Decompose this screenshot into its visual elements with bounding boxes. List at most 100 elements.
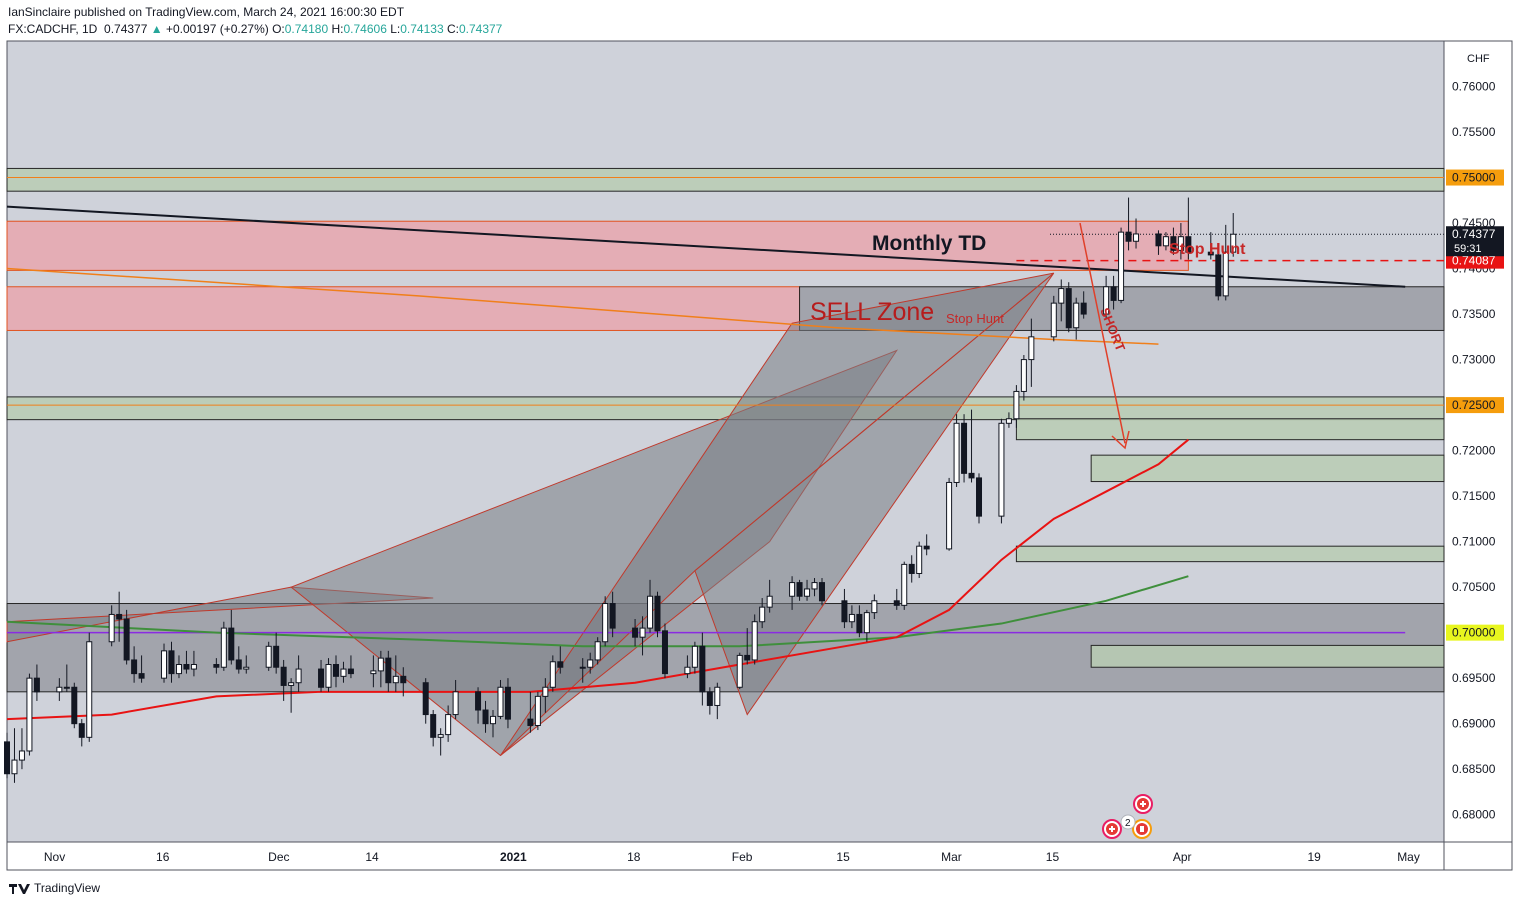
candle[interactable] xyxy=(347,655,354,679)
candle[interactable] xyxy=(691,641,698,674)
candle[interactable] xyxy=(430,710,437,747)
candle[interactable] xyxy=(161,643,168,683)
candle[interactable] xyxy=(220,621,227,671)
candle[interactable] xyxy=(789,576,796,610)
candle[interactable] xyxy=(490,710,497,738)
candle[interactable] xyxy=(587,652,594,674)
candle[interactable] xyxy=(654,591,661,638)
candle[interactable] xyxy=(318,659,325,692)
candle[interactable] xyxy=(183,650,190,674)
candle[interactable] xyxy=(736,652,743,690)
candle[interactable] xyxy=(647,579,654,633)
candle[interactable] xyxy=(998,418,1005,524)
candle[interactable] xyxy=(445,705,452,742)
candle[interactable] xyxy=(497,679,504,720)
candle[interactable] xyxy=(370,655,377,688)
candle[interactable] xyxy=(1222,224,1229,301)
candle[interactable] xyxy=(804,579,811,601)
candle[interactable] xyxy=(392,655,399,692)
candle[interactable] xyxy=(1073,297,1080,340)
candle[interactable] xyxy=(594,637,601,665)
candle[interactable] xyxy=(475,687,482,724)
candle[interactable] xyxy=(1103,275,1110,319)
candle[interactable] xyxy=(1110,275,1117,310)
candle[interactable] xyxy=(841,588,848,629)
candle[interactable] xyxy=(639,616,646,656)
candle[interactable] xyxy=(325,658,332,692)
candle[interactable] xyxy=(811,578,818,597)
candle[interactable] xyxy=(549,655,556,692)
candle[interactable] xyxy=(116,591,123,642)
candle[interactable] xyxy=(1005,412,1012,428)
candle[interactable] xyxy=(63,664,70,692)
candle[interactable] xyxy=(661,623,668,679)
candle[interactable] xyxy=(175,655,182,679)
candle[interactable] xyxy=(265,641,272,671)
candle[interactable] xyxy=(1133,218,1140,249)
candle[interactable] xyxy=(759,598,766,629)
candle[interactable] xyxy=(295,655,302,692)
candle[interactable] xyxy=(11,728,18,783)
candle[interactable] xyxy=(33,664,40,701)
candle[interactable] xyxy=(377,650,384,688)
candle[interactable] xyxy=(714,682,721,720)
candle[interactable] xyxy=(332,655,339,688)
candle[interactable] xyxy=(848,605,855,629)
candle[interactable] xyxy=(579,658,586,683)
candle[interactable] xyxy=(751,614,758,665)
candle[interactable] xyxy=(1080,291,1087,319)
candle[interactable] xyxy=(190,650,197,677)
candle[interactable] xyxy=(863,609,870,642)
candle[interactable] xyxy=(557,646,564,674)
candle[interactable] xyxy=(108,605,115,647)
candle[interactable] xyxy=(18,728,25,770)
candle[interactable] xyxy=(123,609,130,665)
candle[interactable] xyxy=(138,655,145,683)
candle[interactable] xyxy=(131,646,138,683)
candle[interactable] xyxy=(602,596,609,647)
candle[interactable] xyxy=(280,659,287,701)
candle[interactable] xyxy=(243,655,250,674)
candle[interactable] xyxy=(56,678,63,701)
candle[interactable] xyxy=(1050,295,1057,342)
candle[interactable] xyxy=(542,678,549,713)
candle[interactable] xyxy=(744,628,751,665)
candle[interactable] xyxy=(1177,223,1184,260)
candle[interactable] xyxy=(901,561,908,610)
candle[interactable] xyxy=(422,678,429,724)
event-swiss-icon[interactable] xyxy=(1133,794,1153,814)
candle[interactable] xyxy=(953,414,960,488)
candle[interactable] xyxy=(504,678,511,729)
candle[interactable] xyxy=(893,588,900,610)
candle[interactable] xyxy=(1162,232,1169,251)
candle[interactable] xyxy=(86,632,93,742)
candle[interactable] xyxy=(923,534,930,556)
candle[interactable] xyxy=(766,579,773,613)
candle[interactable] xyxy=(534,691,541,731)
candle[interactable] xyxy=(1065,282,1072,333)
event-canada-icon[interactable] xyxy=(1132,819,1152,839)
candle[interactable] xyxy=(916,541,923,579)
candle[interactable] xyxy=(684,655,691,679)
candle[interactable] xyxy=(699,632,706,706)
candle[interactable] xyxy=(871,594,878,619)
candle[interactable] xyxy=(706,687,713,715)
candle[interactable] xyxy=(26,673,33,756)
candle[interactable] xyxy=(228,609,235,665)
candle[interactable] xyxy=(1155,230,1162,255)
candle[interactable] xyxy=(437,728,444,756)
candle[interactable] xyxy=(1118,227,1125,304)
candle[interactable] xyxy=(1020,355,1027,401)
candle[interactable] xyxy=(976,473,983,524)
footer-brand[interactable]: TradingView xyxy=(8,881,100,895)
candle[interactable] xyxy=(385,650,392,692)
candle[interactable] xyxy=(796,579,803,601)
candle[interactable] xyxy=(4,732,10,779)
candle[interactable] xyxy=(818,578,825,606)
candle[interactable] xyxy=(946,477,953,551)
candle[interactable] xyxy=(968,409,975,483)
candle[interactable] xyxy=(1013,385,1020,428)
candle[interactable] xyxy=(632,618,639,647)
candle[interactable] xyxy=(288,678,295,713)
